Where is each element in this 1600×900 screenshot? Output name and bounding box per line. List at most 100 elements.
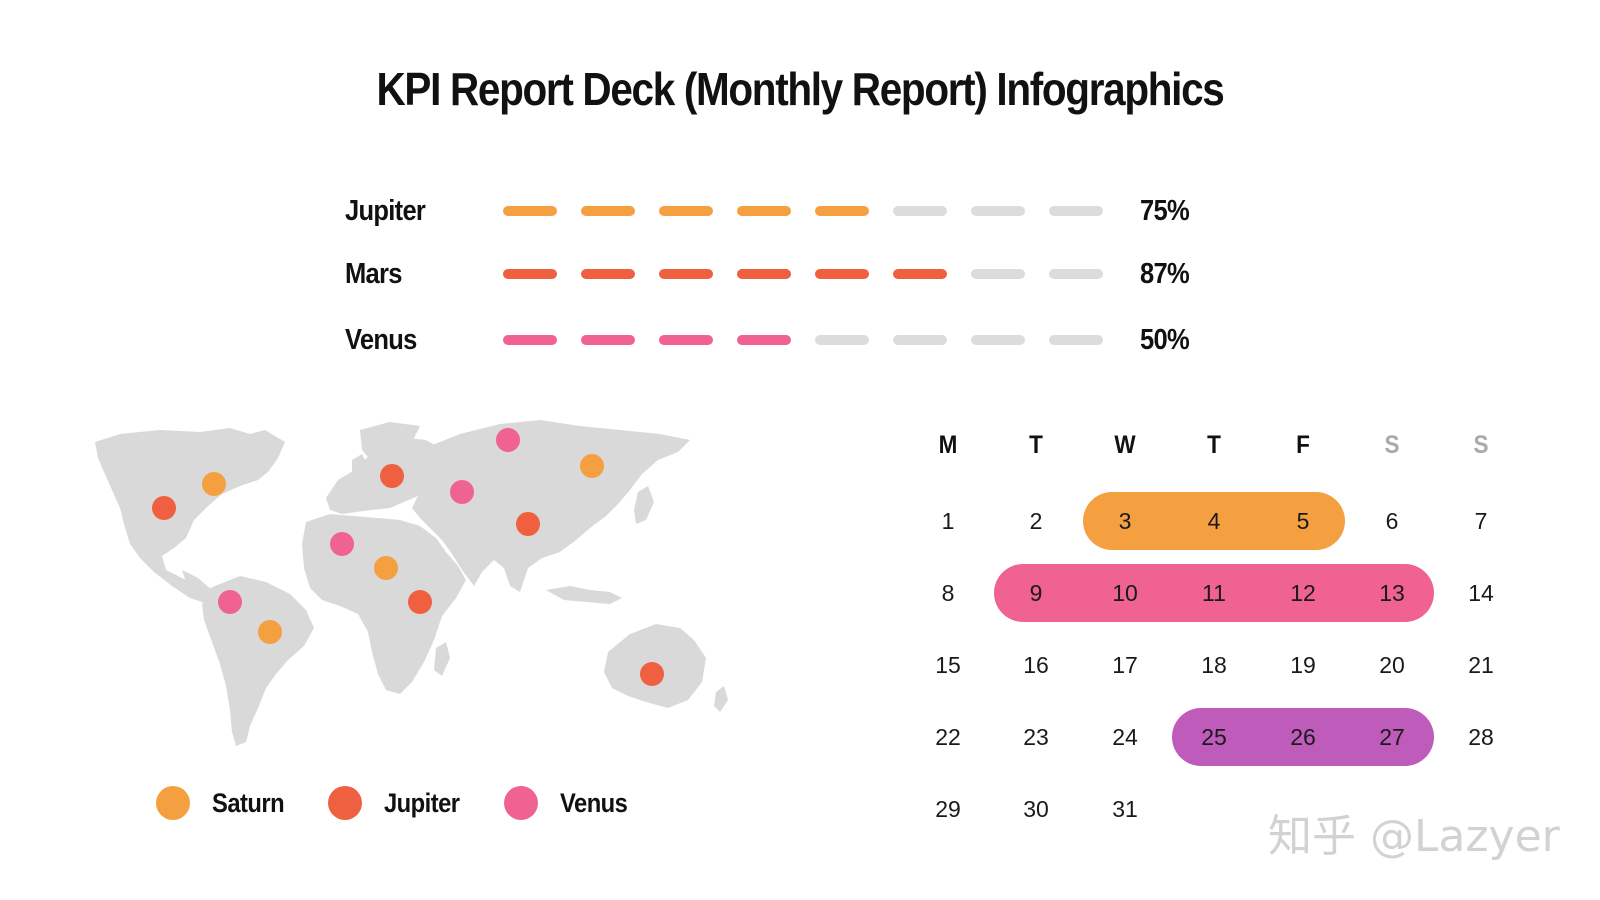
map-legend: Saturn Jupiter Venus bbox=[0, 782, 700, 822]
calendar-day[interactable]: 2 bbox=[1029, 508, 1043, 534]
calendar-highlight-range bbox=[994, 564, 1434, 622]
progress-dash-filled bbox=[737, 269, 791, 279]
calendar-day[interactable]: 16 bbox=[1023, 652, 1049, 678]
progress-dash-empty bbox=[971, 335, 1025, 345]
calendar-day[interactable]: 5 bbox=[1296, 508, 1310, 534]
calendar-day[interactable]: 23 bbox=[1023, 724, 1049, 750]
map-marker-venus[interactable] bbox=[330, 532, 354, 556]
calendar-day[interactable]: 26 bbox=[1290, 724, 1316, 750]
calendar-day[interactable]: 14 bbox=[1468, 580, 1494, 606]
map-marker-jupiter[interactable] bbox=[640, 662, 664, 686]
map-marker-venus[interactable] bbox=[218, 590, 242, 614]
calendar-day[interactable]: 9 bbox=[1029, 580, 1043, 606]
calendar-day[interactable]: 28 bbox=[1468, 724, 1494, 750]
progress-dash-empty bbox=[971, 269, 1025, 279]
calendar-day[interactable]: 8 bbox=[941, 580, 955, 606]
calendar-highlight-range bbox=[1083, 492, 1345, 550]
legend-item-venus: Venus bbox=[504, 782, 654, 824]
progress-dash-filled bbox=[503, 335, 557, 345]
calendar-weekday-header: S bbox=[1473, 431, 1489, 459]
calendar-day[interactable]: 21 bbox=[1468, 652, 1494, 678]
progress-dash-filled bbox=[503, 269, 557, 279]
calendar-day[interactable]: 20 bbox=[1379, 652, 1405, 678]
progress-dash-filled bbox=[893, 269, 947, 279]
landmass-indonesia bbox=[546, 586, 622, 604]
landmass-africa bbox=[302, 514, 466, 694]
world-map-svg bbox=[95, 420, 728, 746]
legend-item-jupiter: Jupiter bbox=[328, 782, 478, 824]
map-marker-jupiter[interactable] bbox=[380, 464, 404, 488]
progress-dash-filled bbox=[581, 269, 635, 279]
calendar-day[interactable]: 19 bbox=[1290, 652, 1316, 678]
calendar-day[interactable]: 27 bbox=[1379, 724, 1405, 750]
landmass-uk bbox=[352, 454, 368, 480]
calendar-day[interactable]: 13 bbox=[1379, 580, 1405, 606]
legend-dot-jupiter bbox=[328, 786, 362, 820]
calendar-day[interactable]: 17 bbox=[1112, 652, 1138, 678]
map-marker-saturn[interactable] bbox=[580, 454, 604, 478]
kpi-label: Jupiter bbox=[345, 195, 426, 227]
calendar-day[interactable]: 30 bbox=[1023, 796, 1049, 822]
kpi-percent: 75% bbox=[1140, 195, 1190, 227]
map-marker-saturn[interactable] bbox=[258, 620, 282, 644]
calendar-weekday-header: T bbox=[1207, 431, 1221, 459]
calendar-day[interactable]: 6 bbox=[1385, 508, 1399, 534]
calendar-day[interactable]: 7 bbox=[1474, 508, 1488, 534]
map-markers bbox=[152, 428, 664, 686]
map-marker-venus[interactable] bbox=[450, 480, 474, 504]
calendar-day[interactable]: 3 bbox=[1118, 508, 1132, 534]
map-marker-jupiter[interactable] bbox=[152, 496, 176, 520]
progress-dash-empty bbox=[1049, 269, 1103, 279]
map-marker-saturn[interactable] bbox=[374, 556, 398, 580]
calendar-day[interactable]: 22 bbox=[935, 724, 961, 750]
kpi-progress-bar bbox=[503, 206, 1103, 216]
calendar-day[interactable]: 31 bbox=[1112, 796, 1138, 822]
kpi-label: Mars bbox=[345, 258, 402, 290]
kpi-label: Venus bbox=[345, 324, 417, 356]
progress-dash-empty bbox=[815, 335, 869, 345]
landmass-new-zealand bbox=[714, 686, 728, 712]
calendar: M T W T F S S 1 2 3 4 5 6 7 8 9 10 11 12 13 14 15 16 17 18 19 20 21… bbox=[900, 420, 1540, 840]
progress-dash-filled bbox=[659, 206, 713, 216]
map-marker-saturn[interactable] bbox=[202, 472, 226, 496]
legend-label-saturn: Saturn bbox=[212, 788, 285, 818]
map-landmasses bbox=[95, 420, 728, 746]
progress-dash-empty bbox=[1049, 206, 1103, 216]
kpi-progress-bar bbox=[503, 335, 1103, 345]
calendar-day[interactable]: 24 bbox=[1112, 724, 1138, 750]
legend-label-jupiter: Jupiter bbox=[384, 788, 460, 818]
progress-dash-empty bbox=[971, 206, 1025, 216]
calendar-day[interactable]: 25 bbox=[1201, 724, 1227, 750]
calendar-day[interactable]: 15 bbox=[935, 652, 961, 678]
map-marker-jupiter[interactable] bbox=[516, 512, 540, 536]
progress-dash-empty bbox=[893, 206, 947, 216]
calendar-weekday-header: M bbox=[938, 431, 958, 459]
calendar-day[interactable]: 18 bbox=[1201, 652, 1227, 678]
map-marker-jupiter[interactable] bbox=[408, 590, 432, 614]
landmass-madagascar bbox=[434, 642, 450, 676]
calendar-day[interactable]: 4 bbox=[1207, 508, 1221, 534]
calendar-day[interactable]: 29 bbox=[935, 796, 961, 822]
progress-dash-filled bbox=[581, 335, 635, 345]
calendar-weekday-header: T bbox=[1029, 431, 1043, 459]
legend-dot-saturn bbox=[156, 786, 190, 820]
calendar-day[interactable]: 1 bbox=[941, 508, 955, 534]
progress-dash-filled bbox=[737, 335, 791, 345]
kpi-percent: 50% bbox=[1140, 324, 1190, 356]
map-marker-venus[interactable] bbox=[496, 428, 520, 452]
landmass-japan bbox=[634, 486, 654, 524]
progress-dash-filled bbox=[815, 206, 869, 216]
page-title: KPI Report Deck (Monthly Report) Infogra… bbox=[376, 63, 1225, 115]
progress-dash-empty bbox=[893, 335, 947, 345]
calendar-day[interactable]: 10 bbox=[1112, 580, 1138, 606]
progress-dash-filled bbox=[737, 206, 791, 216]
calendar-highlight-range bbox=[1172, 708, 1434, 766]
calendar-day[interactable]: 11 bbox=[1202, 580, 1226, 606]
calendar-day[interactable]: 12 bbox=[1290, 580, 1316, 606]
landmass-asia bbox=[412, 420, 690, 592]
world-map bbox=[90, 420, 730, 770]
landmass-south-america bbox=[202, 576, 314, 746]
kpi-percent: 87% bbox=[1140, 258, 1190, 290]
progress-dash-filled bbox=[815, 269, 869, 279]
watermark: 知乎 @Lazyer bbox=[1268, 811, 1560, 862]
